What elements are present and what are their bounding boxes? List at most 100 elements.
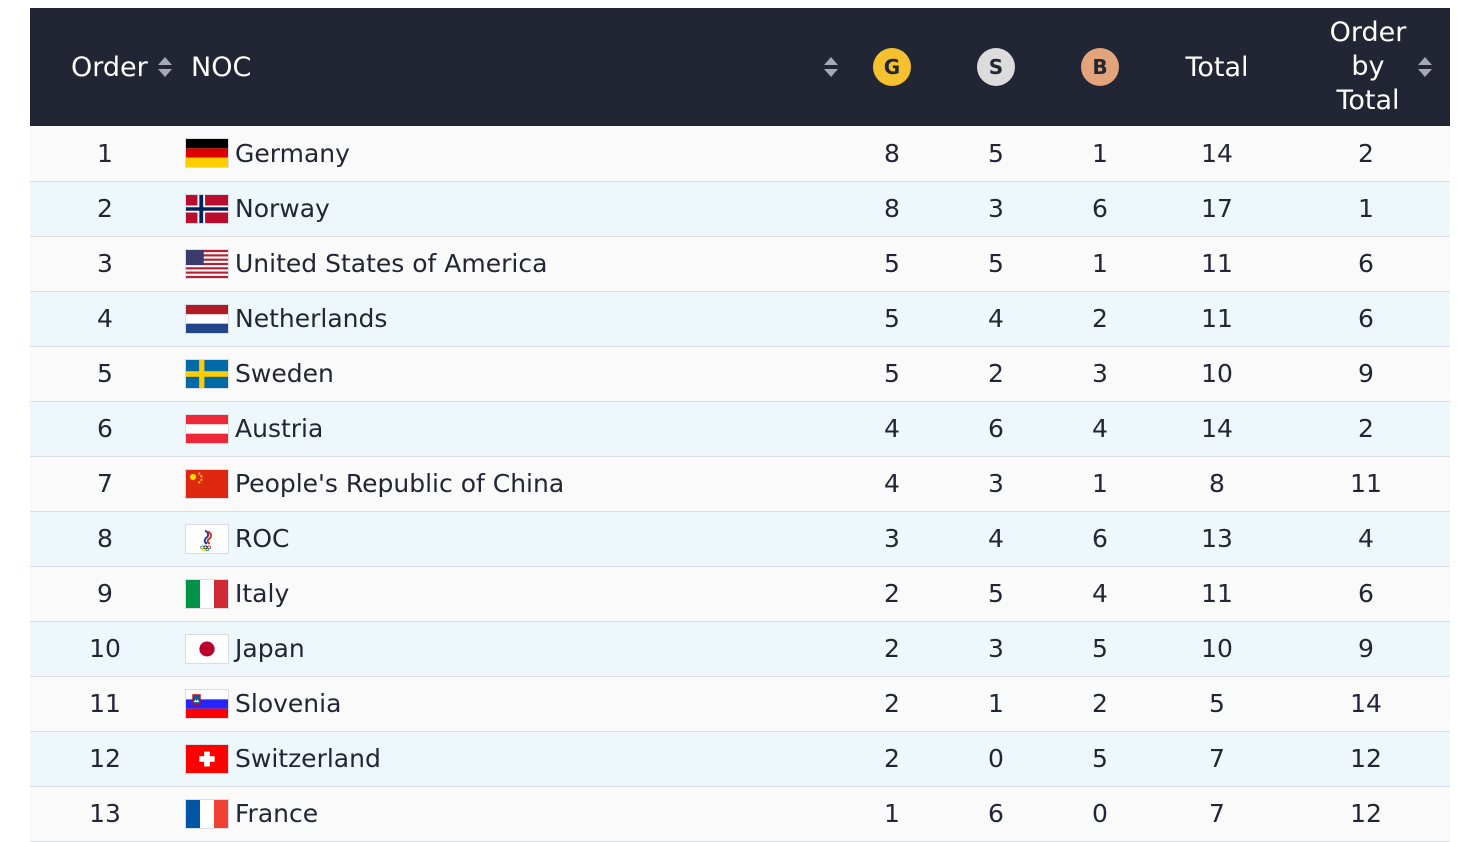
austria-flag-icon (185, 413, 229, 444)
gold-column-header[interactable]: G (840, 8, 944, 126)
sort-icon[interactable] (157, 56, 172, 78)
table-row[interactable]: 13 France 1 6 0 7 12 (30, 786, 1450, 841)
silver-column-header[interactable]: S (944, 8, 1048, 126)
noc-cell[interactable]: Japan (180, 621, 840, 676)
bronze-count-cell: 2 (1092, 304, 1108, 333)
bronze-medal-icon: B (1081, 48, 1119, 86)
order-cell: 10 (89, 634, 121, 663)
table-row[interactable]: 9 Italy 2 5 4 11 6 (30, 566, 1450, 621)
bronze-count-cell: 4 (1092, 579, 1108, 608)
bronze-count-cell: 3 (1092, 359, 1108, 388)
country-name[interactable]: Netherlands (235, 304, 388, 333)
bronze-count-cell: 5 (1092, 634, 1108, 663)
order-cell: 9 (97, 579, 113, 608)
table-row[interactable]: 6 Austria 4 6 4 14 2 (30, 401, 1450, 456)
bronze-count-cell: 4 (1092, 414, 1108, 443)
order-cell: 1 (97, 138, 113, 168)
country-name[interactable]: France (235, 799, 319, 828)
order-by-total-cell: 6 (1358, 304, 1374, 333)
table-row[interactable]: 3 United States of America 5 5 1 11 6 (30, 236, 1450, 291)
table-row[interactable]: 11 Slovenia 2 1 2 5 14 (30, 676, 1450, 731)
table-row[interactable]: 2 Norway 8 3 6 17 1 (30, 181, 1450, 236)
table-row[interactable]: 5 Sweden 5 2 3 10 9 (30, 346, 1450, 401)
country-name[interactable]: Japan (235, 634, 305, 663)
gold-count-cell: 3 (884, 524, 900, 553)
noc-cell[interactable]: Sweden (180, 346, 840, 401)
gold-count-cell: 1 (884, 799, 900, 828)
country-name[interactable]: Italy (235, 579, 290, 608)
medal-table-container: Order NOC G S B Total (30, 8, 1450, 842)
order-by-total-cell: 11 (1350, 469, 1382, 498)
netherlands-flag-icon (185, 303, 229, 334)
order-cell: 2 (97, 194, 113, 223)
total-column-header[interactable]: Total (1152, 8, 1282, 126)
silver-count-cell: 5 (988, 249, 1004, 278)
total-count-cell: 17 (1201, 194, 1233, 223)
country-name[interactable]: Germany (235, 138, 350, 168)
table-row[interactable]: 1 Germany 8 5 1 14 2 (30, 126, 1450, 181)
noc-cell[interactable]: Norway (180, 181, 840, 236)
total-count-cell: 11 (1201, 249, 1233, 278)
total-count-cell: 8 (1209, 469, 1225, 498)
noc-cell[interactable]: Netherlands (180, 291, 840, 346)
order-column-header[interactable]: Order (30, 8, 180, 126)
gold-count-cell: 4 (884, 469, 900, 498)
order-by-total-cell: 4 (1358, 524, 1374, 553)
sort-icon[interactable] (824, 56, 838, 78)
silver-count-cell: 1 (988, 689, 1004, 718)
total-count-cell: 14 (1201, 414, 1233, 443)
china-flag-icon (185, 468, 229, 499)
country-name[interactable]: Sweden (235, 359, 334, 388)
table-row[interactable]: 10 Japan 2 3 5 10 9 (30, 621, 1450, 676)
noc-column-header[interactable]: NOC (180, 8, 840, 126)
gold-count-cell: 2 (884, 689, 900, 718)
order-by-total-cell: 12 (1350, 744, 1382, 773)
total-count-cell: 11 (1201, 579, 1233, 608)
order-by-total-cell: 14 (1350, 689, 1382, 718)
silver-count-cell: 4 (988, 524, 1004, 553)
noc-cell[interactable]: Austria (180, 401, 840, 456)
country-name[interactable]: ROC (235, 524, 290, 553)
silver-count-cell: 3 (988, 469, 1004, 498)
table-row[interactable]: 8 ROC 3 4 6 13 4 (30, 511, 1450, 566)
table-row[interactable]: 12 Switzerland 2 0 5 7 12 (30, 731, 1450, 786)
country-name[interactable]: Switzerland (235, 744, 381, 773)
order-cell: 6 (97, 414, 113, 443)
gold-count-cell: 2 (884, 579, 900, 608)
order-cell: 7 (97, 469, 113, 498)
noc-cell[interactable]: Italy (180, 566, 840, 621)
country-name[interactable]: Norway (235, 194, 330, 223)
sort-icon[interactable] (1418, 56, 1433, 78)
total-count-cell: 10 (1201, 359, 1233, 388)
table-body: 1 Germany 8 5 1 14 2 2 Norway 8 3 6 17 1… (30, 126, 1450, 841)
table-row[interactable]: 7 People's Republic of China 4 3 1 8 11 (30, 456, 1450, 511)
order-cell: 8 (97, 524, 113, 553)
country-name[interactable]: Slovenia (235, 689, 342, 718)
table-row[interactable]: 4 Netherlands 5 4 2 11 6 (30, 291, 1450, 346)
silver-count-cell: 0 (988, 744, 1004, 773)
total-count-cell: 10 (1201, 634, 1233, 663)
noc-cell[interactable]: Switzerland (180, 731, 840, 786)
noc-cell[interactable]: Slovenia (180, 676, 840, 731)
noc-cell[interactable]: ROC (180, 511, 840, 566)
france-flag-icon (185, 798, 229, 829)
order-cell: 3 (97, 249, 113, 278)
country-name[interactable]: United States of America (235, 249, 548, 278)
gold-medal-icon: G (873, 48, 911, 86)
country-name[interactable]: People's Republic of China (235, 469, 565, 498)
total-count-cell: 11 (1201, 304, 1233, 333)
silver-count-cell: 3 (988, 634, 1004, 663)
order-cell: 4 (97, 304, 113, 333)
noc-cell[interactable]: United States of America (180, 236, 840, 291)
noc-cell[interactable]: People's Republic of China (180, 456, 840, 511)
order-by-total-cell: 6 (1358, 579, 1374, 608)
order-by-total-column-header[interactable]: Order by Total (1282, 8, 1450, 126)
total-count-cell: 14 (1201, 138, 1233, 168)
noc-cell[interactable]: Germany (180, 126, 840, 181)
noc-cell[interactable]: France (180, 786, 840, 841)
bronze-column-header[interactable]: B (1048, 8, 1152, 126)
order-by-total-cell: 9 (1358, 634, 1374, 663)
gold-count-cell: 5 (884, 359, 900, 388)
country-name[interactable]: Austria (235, 414, 324, 443)
order-cell: 11 (89, 689, 121, 718)
